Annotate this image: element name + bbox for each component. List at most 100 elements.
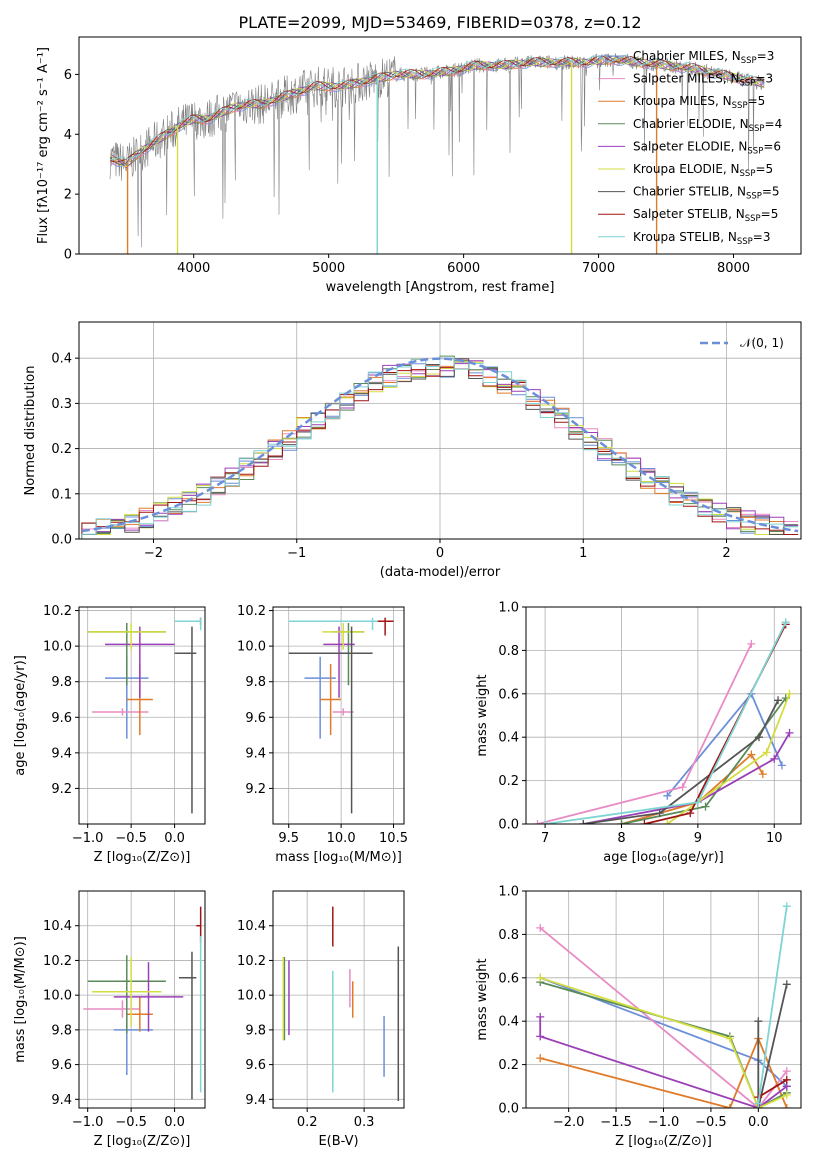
legend-label: 𝒩(0, 1): [740, 336, 784, 350]
x-axis-label: Z [log₁₀(Z/Z⊙)]: [94, 850, 191, 865]
axes-frame: [272, 606, 405, 825]
data-point-marker: [579, 820, 588, 824]
plot-area: [536, 902, 791, 1108]
axes-frame: [272, 890, 405, 1109]
data-point-marker: [782, 1090, 791, 1099]
x-axis-label: mass [log₁₀(M/M⊙)]: [275, 850, 402, 865]
y-tick-label: 9.6: [245, 1058, 266, 1073]
data-point-marker: [777, 761, 786, 770]
x-tick-label: 5000: [312, 261, 345, 276]
legend-label: Salpeter STELIB, NSSP=5: [633, 207, 778, 224]
data-point-marker: [725, 1104, 734, 1108]
axes-frame: [525, 606, 802, 825]
legend-label: Chabrier ELODIE, NSSP=4: [633, 117, 782, 134]
y-tick-label: 9.4: [245, 1093, 266, 1108]
x-axis-label: E(B-V): [318, 1134, 358, 1149]
data-point-marker: [782, 1075, 791, 1084]
y-axis-label: mass weight: [475, 674, 490, 756]
y-tick-label: 10.0: [237, 989, 266, 1004]
y-tick-label: 0.0: [51, 533, 72, 548]
plot-area: [282, 906, 400, 1102]
y-tick-label: 10.2: [237, 604, 266, 619]
legend-label: Kroupa STELIB, NSSP=3: [633, 230, 771, 247]
model-fit-line: [109, 55, 765, 165]
x-tick-label: 8: [617, 831, 625, 846]
legend-label: Salpeter MILES, NSSP=3: [633, 72, 773, 89]
residual-histogram-panel: −2 −1 0 1 2 0.0 0.1 0.2 0.3 0.4 (data-model)/error…: [23, 321, 802, 580]
x-tick-label: −1: [287, 546, 306, 561]
data-point-marker: [758, 770, 767, 779]
mass-weight-line: [539, 976, 788, 1108]
y-tick-label: 10.4: [43, 919, 72, 934]
data-point-marker: [663, 820, 672, 824]
y-tick-label: 10.0: [43, 640, 72, 655]
y-tick-label: 0: [64, 248, 72, 263]
x-tick-label: 8000: [717, 261, 750, 276]
spectrum-legend: Chabrier MILES, NSSP=3 Salpeter MILES, NS…: [598, 49, 782, 247]
data-point-marker: [640, 820, 649, 824]
y-tick-label: 10.2: [43, 954, 72, 969]
x-tick-label: 0.0: [164, 831, 185, 846]
y-tick-label: 0.8: [498, 928, 519, 943]
data-point-marker: [541, 820, 550, 824]
x-tick-label: −0.5: [115, 831, 147, 846]
legend-label: Kroupa MILES, NSSP=5: [633, 94, 765, 111]
data-point-marker: [663, 791, 672, 800]
y-tick-label: 6: [64, 68, 72, 83]
x-axis-label: Z [log₁₀(Z/Z⊙)]: [94, 1134, 191, 1149]
x-tick-label: 10: [766, 831, 783, 846]
y-axis-label: age [log₁₀(age/yr)]: [13, 655, 28, 776]
y-tick-label: 9.4: [245, 746, 266, 761]
y-tick-label: 9.4: [51, 1093, 72, 1108]
mass-vs-ebv-panel: 0.2 0.3 9.4 9.6 9.8 10.0 10.2 10.4 E(B-V): [237, 890, 405, 1149]
data-point-marker: [678, 783, 687, 792]
x-axis-label: wavelength [Angstrom, rest frame]: [326, 280, 555, 295]
x-axis-label: (data-model)/error: [380, 565, 501, 580]
y-tick-label: 10.2: [237, 954, 266, 969]
x-tick-label: −0.5: [115, 1115, 147, 1130]
mass-weight-vs-age-panel: 7 8 9 10 0.0 0.2 0.4 0.6 0.8 1.0 age [log₁₀(age/yr…: [475, 601, 802, 865]
y-tick-label: 9.6: [51, 711, 72, 726]
x-tick-label: 4000: [177, 261, 210, 276]
x-tick-label: 2: [722, 546, 730, 561]
y-tick-label: 0.6: [498, 687, 519, 702]
age-vs-mass-panel: 9.5 10.0 10.5 9.2 9.4 9.6 9.8 10.0 10.2 mass [log…: [237, 604, 408, 865]
y-tick-label: 4: [64, 128, 72, 143]
y-tick-label: 10.0: [43, 989, 72, 1004]
data-point-marker: [785, 728, 794, 737]
x-tick-label: 10.5: [379, 831, 408, 846]
axes-frame: [78, 606, 206, 825]
data-point-marker: [536, 923, 545, 932]
y-tick-label: 0.4: [498, 731, 519, 746]
data-point-marker: [693, 798, 702, 807]
y-tick-label: 0.2: [51, 442, 72, 457]
mass-weight-line: [757, 906, 788, 1104]
data-point-marker: [782, 980, 791, 989]
y-tick-label: 9.8: [245, 675, 266, 690]
legend-label: Chabrier STELIB, NSSP=5: [633, 185, 780, 202]
legend-label: Salpeter ELODIE, NSSP=6: [633, 139, 781, 156]
spectrum-panel: 4000 5000 6000 7000 8000 0 2 4 6 wavelength [Angs…: [36, 36, 802, 295]
y-tick-label: 0.4: [51, 352, 72, 367]
data-point-marker: [782, 902, 791, 911]
y-tick-label: 9.6: [51, 1058, 72, 1073]
data-point-marker: [782, 1067, 791, 1076]
x-tick-label: −2: [144, 546, 163, 561]
data-point-marker: [686, 809, 695, 818]
figure-title: PLATE=2099, MJD=53469, FIBERID=0378, z=0…: [238, 13, 641, 32]
x-tick-label: 9: [694, 831, 702, 846]
mass-vs-metallicity-panel: −1.0 −0.5 0.0 9.4 9.6 9.8 10.0 10.2 10.4 Z [log₁₀…: [13, 890, 206, 1149]
x-tick-label: −2.0: [553, 1115, 585, 1130]
axes-frame: [78, 36, 802, 255]
observed-spectrum-line: [109, 53, 765, 248]
data-point-marker: [536, 973, 545, 982]
model-fit-line: [109, 55, 765, 163]
y-tick-label: 0.3: [51, 397, 72, 412]
y-tick-label: 0.0: [498, 1102, 519, 1117]
x-axis-label: age [log₁₀(age/yr)]: [603, 850, 724, 865]
y-tick-label: 0.8: [498, 644, 519, 659]
y-tick-label: 0.2: [498, 1058, 519, 1073]
data-point-marker: [655, 809, 664, 818]
data-point-marker: [536, 1032, 545, 1041]
